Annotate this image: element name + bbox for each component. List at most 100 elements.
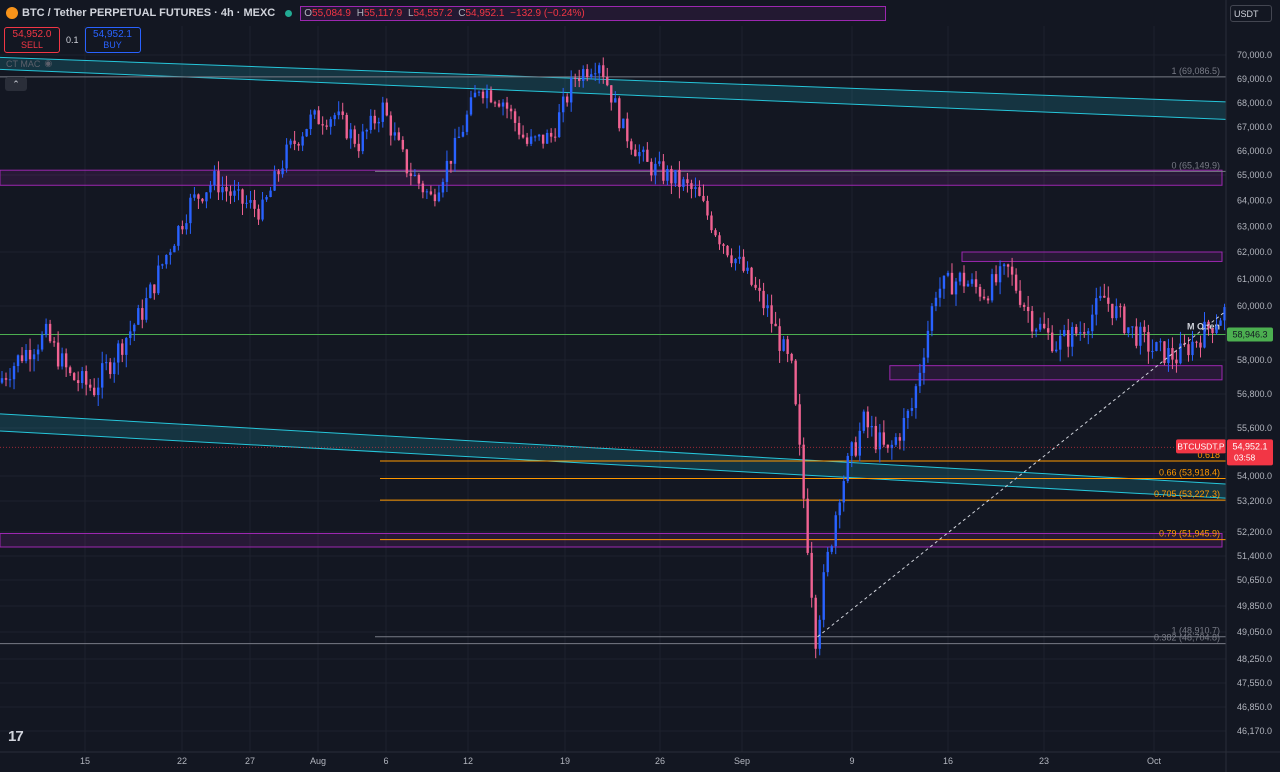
candle-body [998, 266, 1002, 283]
candle-body [794, 360, 797, 405]
y-tick-label: 55,600.0 [1237, 423, 1272, 433]
y-tick-label: 52,200.0 [1237, 527, 1272, 537]
candle-body [1115, 306, 1118, 319]
candle-body [830, 546, 833, 552]
candle-body [401, 139, 405, 150]
candle-body [1219, 320, 1222, 326]
change-value: −132.9 (−0.24%) [510, 7, 585, 19]
candle-body [245, 202, 248, 204]
sell-button[interactable]: 54,952.0 SELL [4, 27, 60, 53]
candle-body [614, 98, 617, 103]
candle-body [702, 195, 705, 201]
candle-body [866, 411, 870, 428]
fib-anchor-dashed-line [817, 267, 1280, 638]
currency-unit-select[interactable]: USDT [1230, 5, 1272, 22]
symbol-title[interactable]: BTC / Tether PERPETUAL FUTURES · 4h · ME… [22, 7, 276, 19]
candle-body [12, 366, 16, 380]
candle-body [377, 121, 380, 124]
fib-level-label: 0 (65,149.9) [1171, 160, 1220, 170]
candle-body [662, 161, 665, 181]
candle-body [189, 197, 192, 224]
candle-body [113, 362, 116, 375]
candle-body [177, 226, 180, 246]
candle-body [16, 355, 20, 367]
candle-body [1050, 332, 1054, 352]
candle-body [1123, 306, 1126, 334]
y-tick-label: 47,550.0 [1237, 678, 1272, 688]
candle-body [109, 362, 112, 375]
candle-body [994, 274, 998, 283]
candle-body [1143, 326, 1146, 333]
eye-icon[interactable]: ◉ [44, 58, 53, 68]
candle-body [942, 275, 946, 289]
candle-body [489, 90, 493, 103]
x-tick-label: 15 [80, 756, 90, 766]
candle-body [1159, 341, 1162, 343]
candle-body [730, 255, 733, 264]
candle-body [553, 136, 557, 138]
channel-upper-line [0, 56, 1280, 105]
candle-body [365, 129, 368, 132]
candle-body [710, 215, 713, 231]
close-value: 54,952.1 [465, 7, 505, 19]
y-tick-label: 70,000.0 [1237, 50, 1272, 60]
candle-body [946, 272, 950, 276]
y-tick-label: 63,000.0 [1237, 221, 1272, 231]
countdown-label: 03:58 [1234, 452, 1256, 462]
candle-body [249, 200, 252, 203]
x-tick-label: 12 [463, 756, 473, 766]
candle-body [1215, 325, 1218, 334]
candle-body [1030, 311, 1034, 332]
candle-body [1155, 342, 1158, 351]
candle-body [24, 349, 28, 362]
candle-body [1187, 344, 1190, 356]
candle-body [938, 288, 942, 298]
candle-body [8, 379, 12, 381]
candle-body [966, 283, 970, 287]
candle-body [722, 244, 725, 246]
candle-body [537, 134, 541, 137]
candle-body [565, 96, 569, 103]
order-quantity[interactable]: 0.1 [66, 35, 79, 45]
candle-body [726, 245, 729, 256]
candle-body [694, 187, 697, 189]
candle-body [606, 77, 609, 86]
candle-body [914, 386, 918, 409]
candle-body [1099, 295, 1102, 299]
candle-body [690, 183, 693, 189]
buy-button[interactable]: 54,952.1 BUY [84, 27, 141, 53]
candle-body [1147, 332, 1150, 352]
candle-body [529, 136, 533, 144]
candle-body [449, 160, 453, 164]
candle-body [405, 149, 409, 174]
market-status-icon [285, 9, 293, 17]
candle-body [818, 619, 821, 649]
candle-body [814, 597, 817, 649]
candle-body [1067, 330, 1070, 347]
candle-body [381, 102, 384, 122]
low-value: 54,557.2 [413, 7, 453, 19]
candle-body [72, 373, 76, 381]
candle-body [1018, 290, 1022, 305]
candle-body [32, 354, 36, 360]
collapse-legend-button[interactable]: ⌃ [5, 77, 27, 91]
indicator-legend[interactable]: CT MAC ◉ [6, 58, 52, 69]
candle-body [181, 226, 184, 230]
candle-body [97, 387, 100, 396]
candle-body [886, 444, 890, 449]
y-tick-label: 60,000.0 [1237, 301, 1272, 311]
candle-body [325, 125, 328, 127]
candle-body [0, 378, 4, 383]
candle-body [678, 170, 681, 187]
candle-body [525, 137, 529, 144]
candle-body [826, 551, 829, 573]
candle-body [582, 69, 585, 81]
candle-body [397, 132, 401, 140]
candle-body [590, 74, 593, 78]
y-tick-label: 49,050.0 [1237, 627, 1272, 637]
candle-body [1135, 326, 1138, 346]
fib-level-label: 1 (69,086.5) [1171, 66, 1220, 76]
candle-body [437, 192, 441, 202]
last-price-tag-label: 54,952.1 [1232, 441, 1267, 451]
